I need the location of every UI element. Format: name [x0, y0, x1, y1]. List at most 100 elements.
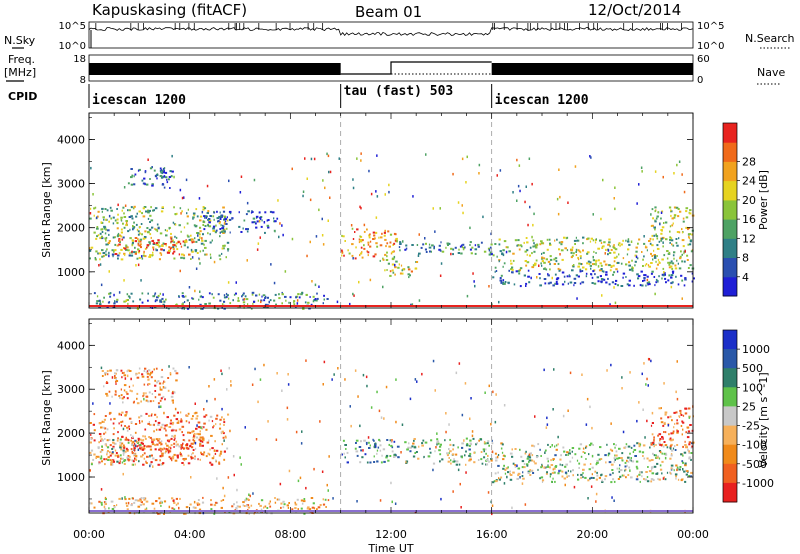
data-pixel — [555, 465, 558, 468]
data-pixel — [162, 386, 165, 389]
colorbar-tick-label: 100 — [742, 381, 763, 394]
data-pixel — [661, 237, 664, 240]
data-pixel — [629, 469, 631, 472]
noise-trace — [88, 23, 694, 48]
data-pixel — [154, 459, 158, 462]
data-pixel — [537, 443, 540, 446]
data-pixel — [279, 482, 282, 486]
data-pixel — [100, 439, 102, 442]
data-pixel — [255, 294, 258, 297]
data-pixel — [122, 472, 124, 476]
data-pixel — [203, 408, 205, 411]
data-pixel — [658, 457, 661, 460]
data-pixel — [219, 427, 222, 430]
data-pixel — [658, 442, 661, 445]
data-pixel — [151, 166, 153, 169]
data-pixel — [265, 295, 267, 298]
data-pixel — [494, 452, 497, 455]
data-pixel — [151, 183, 154, 186]
data-pixel — [322, 383, 324, 386]
data-pixel — [106, 428, 109, 431]
data-pixel — [147, 400, 150, 403]
data-pixel — [344, 444, 347, 446]
data-pixel — [354, 231, 356, 233]
data-pixel — [597, 259, 600, 262]
data-pixel — [658, 478, 661, 481]
data-pixel — [382, 448, 386, 451]
data-pixel — [96, 235, 98, 238]
data-pixel — [226, 388, 228, 391]
data-pixel — [120, 235, 123, 238]
data-pixel — [605, 273, 608, 276]
data-pixel — [185, 420, 188, 423]
data-pixel — [155, 243, 157, 246]
data-pixel — [416, 380, 418, 383]
data-pixel — [321, 470, 324, 473]
data-pixel — [114, 243, 117, 246]
colorbar-segment — [723, 425, 737, 446]
data-pixel — [206, 212, 209, 214]
data-pixel — [196, 424, 198, 427]
data-pixel — [373, 234, 376, 237]
data-pixel — [341, 254, 343, 257]
data-pixel — [145, 460, 147, 463]
data-pixel — [264, 297, 267, 299]
data-pixel — [512, 471, 515, 474]
data-pixel — [564, 465, 567, 468]
data-pixel — [577, 249, 580, 252]
data-pixel — [219, 221, 221, 223]
data-pixel — [534, 415, 536, 418]
data-pixel — [161, 245, 164, 247]
data-pixel — [124, 498, 127, 501]
data-pixel — [358, 280, 360, 284]
data-pixel — [659, 438, 662, 440]
data-pixel — [269, 299, 272, 302]
data-pixel — [500, 277, 502, 279]
x-tick-label: 00:00 — [677, 528, 709, 541]
data-pixel — [513, 283, 516, 286]
data-pixel — [202, 206, 205, 208]
data-pixel — [509, 474, 513, 476]
data-pixel — [401, 272, 404, 275]
data-pixel — [141, 212, 143, 215]
data-pixel — [372, 438, 374, 441]
data-pixel — [399, 241, 402, 244]
y-tick-label: 2000 — [57, 222, 85, 235]
data-pixel — [153, 209, 155, 212]
data-pixel — [679, 466, 682, 468]
data-pixel — [169, 187, 171, 189]
data-pixel — [511, 268, 514, 271]
data-pixel — [141, 439, 144, 442]
y-tick-label: 1000 — [57, 266, 85, 279]
data-pixel — [546, 238, 549, 241]
data-pixel — [612, 273, 614, 276]
data-pixel — [191, 457, 194, 460]
data-pixel — [363, 230, 366, 233]
data-pixel — [527, 269, 530, 272]
data-pixel — [191, 453, 193, 456]
data-pixel — [183, 196, 185, 199]
data-pixel — [557, 262, 560, 265]
data-pixel — [613, 260, 616, 263]
data-pixel — [672, 271, 674, 274]
data-pixel — [216, 210, 218, 213]
data-pixel — [592, 213, 594, 216]
data-pixel — [333, 373, 335, 376]
data-pixel — [455, 463, 458, 466]
data-pixel — [669, 437, 672, 440]
data-pixel — [503, 404, 506, 407]
data-pixel — [163, 447, 165, 450]
data-pixel — [138, 439, 140, 441]
data-pixel — [155, 428, 158, 431]
data-pixel — [182, 434, 185, 437]
data-pixel — [383, 417, 385, 420]
data-pixel — [110, 460, 114, 463]
data-pixel — [685, 431, 687, 434]
data-pixel — [163, 411, 165, 415]
data-pixel — [614, 458, 616, 461]
data-pixel — [151, 184, 154, 187]
data-pixel — [512, 462, 515, 465]
data-pixel — [650, 359, 652, 363]
data-pixel — [139, 238, 143, 241]
data-pixel — [515, 270, 518, 273]
